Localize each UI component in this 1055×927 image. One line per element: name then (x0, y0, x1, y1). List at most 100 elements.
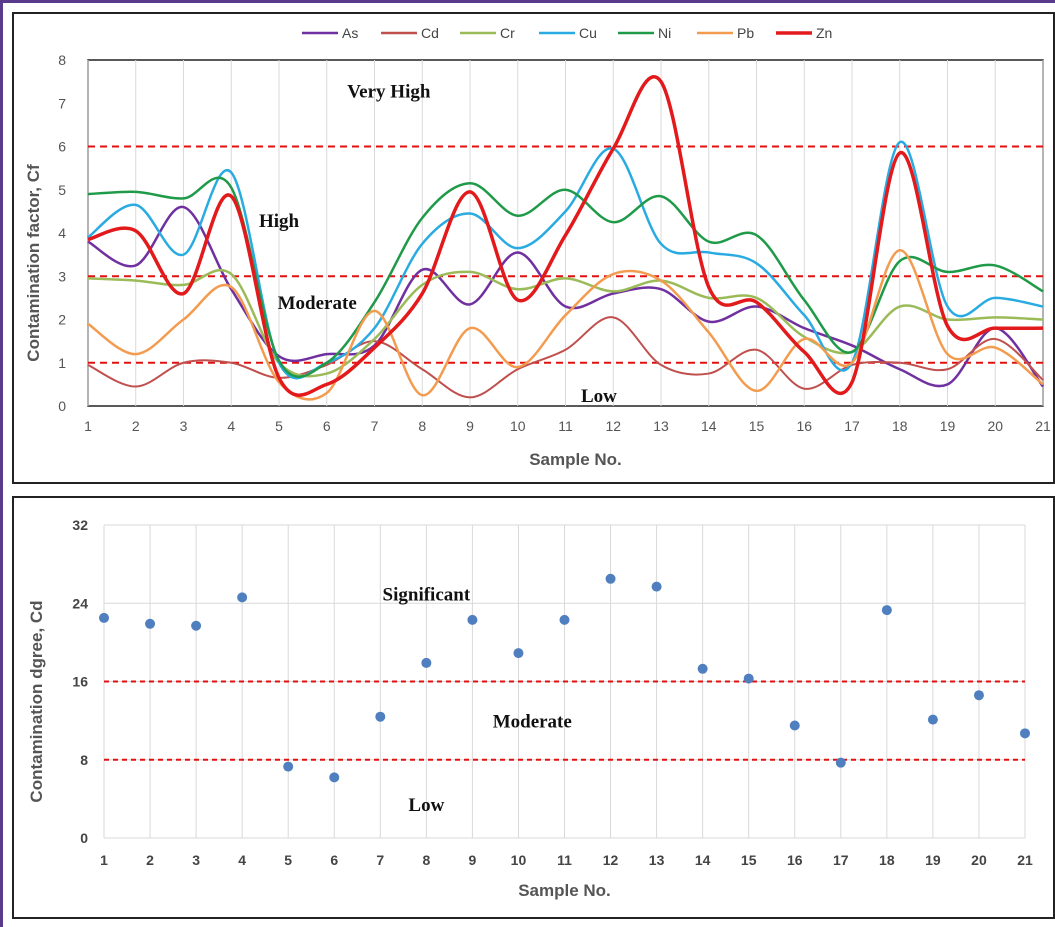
line-x-tick-label: 9 (466, 418, 474, 434)
series-line-pb (87, 249, 1044, 401)
scatter-point (375, 711, 386, 722)
scatter-y-tick-label: 8 (80, 752, 88, 768)
scatter-x-axis-title: Sample No. (518, 881, 611, 900)
scatter-point (191, 620, 202, 631)
scatter-point (927, 714, 938, 725)
scatter-point (283, 761, 294, 772)
line-y-tick-label: 1 (58, 355, 66, 371)
line-y-tick-label: 3 (58, 268, 66, 284)
line-x-tick-label: 11 (558, 418, 573, 434)
scatter-point (697, 663, 708, 674)
series-line-cu (87, 140, 1044, 380)
scatter-zone-label: Significant (383, 584, 471, 605)
scatter-point (835, 757, 846, 768)
scatter-point (973, 690, 984, 701)
legend-label-cr: Cr (500, 25, 515, 41)
line-zone-label: Very High (347, 81, 431, 102)
scatter-point (881, 605, 892, 616)
scatter-point (559, 614, 570, 625)
scatter-point (237, 592, 248, 603)
line-x-tick-label: 5 (275, 418, 283, 434)
scatter-point (99, 612, 109, 623)
line-x-tick-label: 3 (180, 418, 188, 434)
scatter-x-tick-label: 9 (469, 852, 477, 868)
scatter-y-tick-label: 24 (72, 595, 88, 611)
scatter-x-tick-label: 19 (925, 852, 941, 868)
line-y-tick-label: 4 (58, 225, 66, 241)
scatter-x-tick-label: 11 (557, 852, 572, 868)
series-line-cr (87, 268, 1044, 378)
scatter-point (1020, 728, 1030, 739)
line-zone-label: Low (581, 386, 617, 407)
scatter-y-axis-title: Contamination dgree, Cd (27, 600, 46, 802)
legend-label-zn: Zn (816, 25, 832, 41)
scatter-x-tick-label: 10 (511, 852, 527, 868)
line-y-tick-label: 7 (58, 95, 66, 111)
scatter-point (605, 573, 616, 584)
line-y-axis-title: Contamination factor, Cf (24, 164, 43, 362)
line-x-tick-label: 2 (132, 418, 140, 434)
scatter-point (467, 614, 478, 625)
scatter-x-tick-label: 16 (787, 852, 803, 868)
line-zone-label: Moderate (278, 293, 357, 314)
scatter-x-tick-label: 5 (284, 852, 292, 868)
series-line-as (87, 205, 1044, 388)
scatter-x-tick-label: 21 (1017, 852, 1033, 868)
scatter-x-tick-label: 2 (146, 852, 154, 868)
series-line-cd (87, 316, 1044, 399)
scatter-x-tick-label: 18 (879, 852, 895, 868)
line-x-tick-label: 1 (84, 418, 92, 434)
line-y-tick-label: 8 (58, 52, 66, 68)
scatter-x-tick-label: 8 (422, 852, 430, 868)
line-x-tick-label: 21 (1035, 418, 1051, 434)
scatter-point (789, 720, 800, 731)
scatter-y-tick-label: 16 (72, 674, 88, 690)
line-x-tick-label: 16 (796, 418, 812, 434)
scatter-x-tick-label: 17 (833, 852, 849, 868)
line-x-tick-label: 7 (371, 418, 379, 434)
scatter-x-tick-label: 12 (603, 852, 619, 868)
scatter-x-tick-label: 15 (741, 852, 757, 868)
scatter-point (329, 772, 340, 783)
scatter-x-tick-label: 20 (971, 852, 987, 868)
line-x-tick-label: 15 (749, 418, 765, 434)
legend-label-pb: Pb (737, 25, 754, 41)
line-x-tick-label: 19 (940, 418, 956, 434)
scatter-x-tick-label: 6 (330, 852, 338, 868)
scatter-point (421, 657, 432, 668)
line-y-tick-label: 0 (58, 398, 66, 414)
legend-label-cu: Cu (579, 25, 597, 41)
line-x-tick-label: 4 (227, 418, 235, 434)
line-x-tick-label: 20 (987, 418, 1003, 434)
line-y-tick-label: 2 (58, 312, 66, 328)
scatter-x-tick-label: 1 (100, 852, 108, 868)
line-x-tick-label: 17 (844, 418, 860, 434)
line-x-tick-label: 12 (605, 418, 621, 434)
line-x-axis-title: Sample No. (529, 450, 622, 469)
scatter-y-tick-label: 32 (72, 517, 88, 533)
scatter-zone-label: Low (408, 795, 444, 816)
scatter-x-tick-label: 13 (649, 852, 665, 868)
line-y-tick-label: 6 (58, 139, 66, 155)
line-x-tick-label: 10 (510, 418, 526, 434)
scatter-x-tick-label: 4 (238, 852, 246, 868)
series-line-zn (87, 75, 1044, 397)
line-x-tick-label: 14 (701, 418, 717, 434)
scatter-x-tick-label: 3 (192, 852, 200, 868)
line-x-tick-label: 18 (892, 418, 908, 434)
line-x-tick-label: 6 (323, 418, 331, 434)
legend-label-cd: Cd (421, 25, 439, 41)
scatter-zone-label: Moderate (493, 712, 572, 733)
line-x-tick-label: 13 (653, 418, 669, 434)
scatter-point (145, 618, 156, 629)
scatter-point (513, 648, 524, 659)
legend-label-as: As (342, 25, 358, 41)
line-zone-label: High (259, 211, 300, 232)
scatter-x-tick-label: 7 (376, 852, 384, 868)
line-x-tick-label: 8 (418, 418, 426, 434)
scatter-y-tick-label: 0 (80, 830, 88, 846)
scatter-point (651, 581, 662, 592)
legend-label-ni: Ni (658, 25, 671, 41)
